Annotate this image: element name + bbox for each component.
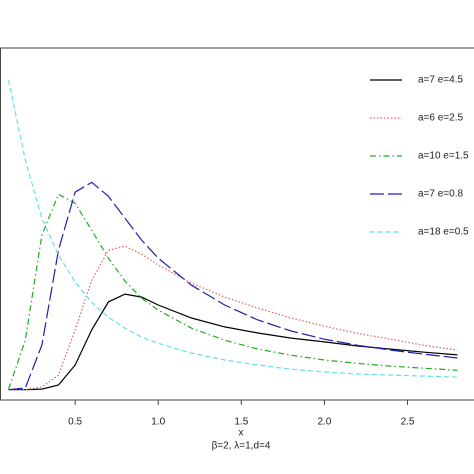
x-axis-label: x — [239, 428, 244, 439]
series-line — [8, 293, 458, 391]
legend-label: a=7 e=4.5 — [418, 75, 463, 86]
curves — [8, 79, 458, 391]
legend-label: a=10 e=1.5 — [418, 151, 469, 162]
x-tick-label: 1.0 — [151, 417, 165, 428]
x-tick-label: 2.5 — [401, 417, 415, 428]
x-tick-label: 0.5 — [68, 417, 82, 428]
legend-label: a=6 e=2.5 — [418, 113, 463, 124]
series-line — [8, 245, 458, 391]
x-tick-label: 1.5 — [234, 417, 248, 428]
series-line — [8, 79, 458, 378]
legend-label: a=18 e=0.5 — [418, 227, 469, 238]
series-line — [8, 181, 458, 391]
subtitle: β=2, λ=1,d=4 — [212, 441, 271, 452]
x-tick-label: 2.0 — [317, 417, 331, 428]
legend-label: a=7 e=0.8 — [418, 189, 463, 200]
plot-frame — [0, 47, 474, 401]
